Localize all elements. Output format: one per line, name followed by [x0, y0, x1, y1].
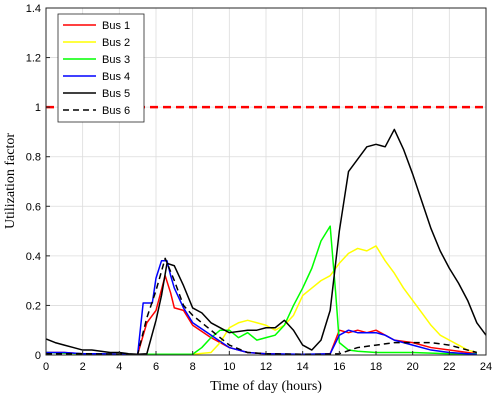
x-tick-label: 4 — [116, 361, 122, 373]
x-tick-label: 0 — [43, 361, 49, 373]
legend-label: Bus 1 — [102, 20, 130, 32]
x-tick-label: 20 — [407, 361, 419, 373]
x-tick-label: 24 — [480, 361, 492, 373]
y-axis-label: Utilization factor — [3, 133, 18, 229]
x-tick-label: 8 — [190, 361, 196, 373]
legend-label: Bus 2 — [102, 37, 130, 49]
y-tick-label: 0.2 — [26, 300, 41, 312]
x-tick-label: 22 — [443, 361, 455, 373]
x-tick-label: 6 — [153, 361, 159, 373]
series-line-bus-2 — [45, 245, 478, 356]
x-axis-ticks: 0 2 4 6 8 10 12 14 16 18 20 22 24 — [43, 351, 492, 373]
series-line-bus-4 — [46, 260, 477, 356]
legend: Bus 1 Bus 2 Bus 3 Bus 4 Bus 5 Bus 6 — [57, 13, 145, 123]
y-tick-label: 0.8 — [26, 152, 41, 164]
y-tick-label: 1 — [35, 102, 41, 114]
series-line-bus-3 — [45, 225, 477, 356]
y-tick-label: 0.4 — [26, 251, 41, 263]
series-line-bus-5 — [45, 128, 487, 356]
legend-label: Bus 6 — [102, 105, 130, 117]
y-tick-label: 1.4 — [26, 3, 41, 15]
legend-label: Bus 5 — [102, 88, 130, 100]
y-tick-label: 0 — [35, 350, 41, 362]
x-tick-label: 12 — [260, 361, 272, 373]
x-tick-label: 18 — [370, 361, 382, 373]
legend-label: Bus 4 — [102, 71, 130, 83]
y-tick-label: 0.6 — [26, 201, 41, 213]
y-tick-label: 1.2 — [26, 53, 41, 65]
x-tick-label: 2 — [80, 361, 86, 373]
legend-box — [57, 13, 145, 123]
y-axis-ticks: 0 0.2 0.4 0.6 0.8 1 1.2 1.4 — [26, 3, 50, 362]
x-tick-label: 10 — [223, 361, 235, 373]
x-tick-label: 14 — [297, 361, 309, 373]
series-line-bus-6 — [46, 257, 478, 356]
x-tick-label: 16 — [333, 361, 345, 373]
legend-label: Bus 3 — [102, 54, 130, 66]
x-axis-label: Time of day (hours) — [210, 379, 322, 394]
